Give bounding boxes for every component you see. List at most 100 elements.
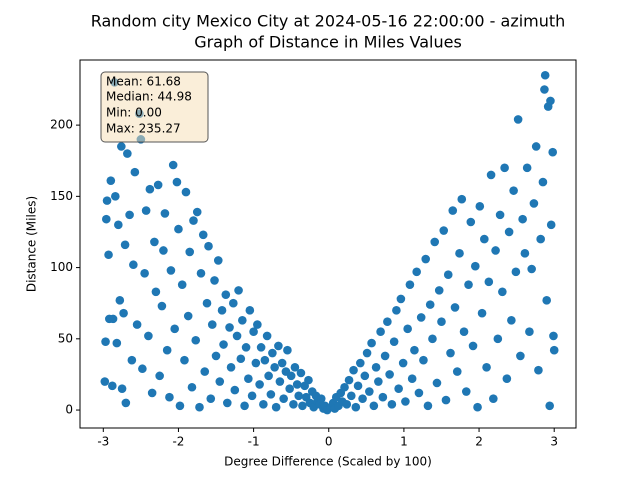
point <box>101 337 110 346</box>
point <box>256 343 266 352</box>
point <box>455 249 464 258</box>
point <box>387 400 397 409</box>
point <box>500 163 509 173</box>
point <box>477 308 487 318</box>
point <box>380 351 390 361</box>
point <box>132 320 142 329</box>
point <box>516 351 525 361</box>
point <box>459 327 469 336</box>
point <box>351 402 361 412</box>
point <box>180 355 189 365</box>
x-axis-label: Degree Difference (Scaled by 100) <box>224 455 432 469</box>
point <box>410 345 419 355</box>
point <box>108 314 118 324</box>
point <box>389 337 399 346</box>
point <box>191 335 201 345</box>
x-tick-label: 0 <box>325 435 333 449</box>
point <box>546 96 555 106</box>
point <box>115 296 125 305</box>
stat-text: Median: 44.98 <box>106 90 192 104</box>
point <box>441 395 451 405</box>
point <box>446 348 455 358</box>
point <box>502 374 512 384</box>
y-tick-label: 150 <box>50 189 73 203</box>
point <box>151 287 161 297</box>
point <box>260 355 270 365</box>
point <box>548 147 558 157</box>
point <box>419 355 428 365</box>
point <box>362 348 372 358</box>
point <box>279 394 288 403</box>
point <box>464 280 473 289</box>
point <box>369 401 379 411</box>
point <box>486 170 496 180</box>
point <box>200 367 210 376</box>
point <box>140 268 149 278</box>
point <box>504 227 514 237</box>
point <box>234 286 243 295</box>
point <box>360 371 370 381</box>
point <box>121 398 131 408</box>
point <box>102 214 111 224</box>
point <box>538 177 548 187</box>
point <box>529 199 539 208</box>
point <box>398 358 408 368</box>
point <box>157 301 167 311</box>
point <box>189 216 198 225</box>
point <box>292 380 302 389</box>
point <box>522 163 532 173</box>
point <box>170 324 179 334</box>
point <box>423 401 433 411</box>
chart-title: Random city Mexico City at 2024-05-16 22… <box>91 12 566 31</box>
point <box>484 277 494 287</box>
point <box>104 250 113 260</box>
point <box>473 402 482 412</box>
point <box>144 331 153 341</box>
point <box>489 394 498 403</box>
point <box>430 237 440 247</box>
point <box>222 398 232 408</box>
x-tick-label: -3 <box>97 435 109 449</box>
point <box>450 303 460 312</box>
point <box>498 287 507 297</box>
point <box>371 363 381 372</box>
point <box>168 160 178 170</box>
point <box>549 331 558 341</box>
point <box>160 209 170 218</box>
point <box>221 290 231 299</box>
point <box>546 220 556 230</box>
point <box>542 296 551 305</box>
point <box>513 115 523 124</box>
point <box>540 70 550 80</box>
chart-subtitle: Graph of Distance in Miles Values <box>194 33 462 52</box>
point <box>353 381 363 391</box>
point <box>108 381 117 391</box>
point <box>268 348 277 358</box>
point <box>507 315 516 325</box>
point <box>340 382 349 392</box>
point <box>466 217 476 227</box>
point <box>531 142 541 151</box>
point <box>392 306 401 315</box>
point <box>448 206 458 215</box>
point <box>316 394 326 403</box>
point <box>290 363 300 372</box>
point <box>192 207 202 217</box>
point <box>249 327 258 336</box>
plot-frame <box>79 59 577 429</box>
point <box>344 375 354 385</box>
point <box>491 246 500 255</box>
x-tick-label: 2 <box>475 435 483 449</box>
point <box>365 387 374 396</box>
point <box>206 394 216 403</box>
point <box>367 338 376 348</box>
point <box>432 378 442 388</box>
point <box>525 327 534 336</box>
point <box>289 400 298 409</box>
point <box>129 260 138 270</box>
point <box>298 401 307 411</box>
point <box>112 338 122 348</box>
point <box>204 241 213 251</box>
point <box>394 384 403 393</box>
point <box>304 375 313 385</box>
